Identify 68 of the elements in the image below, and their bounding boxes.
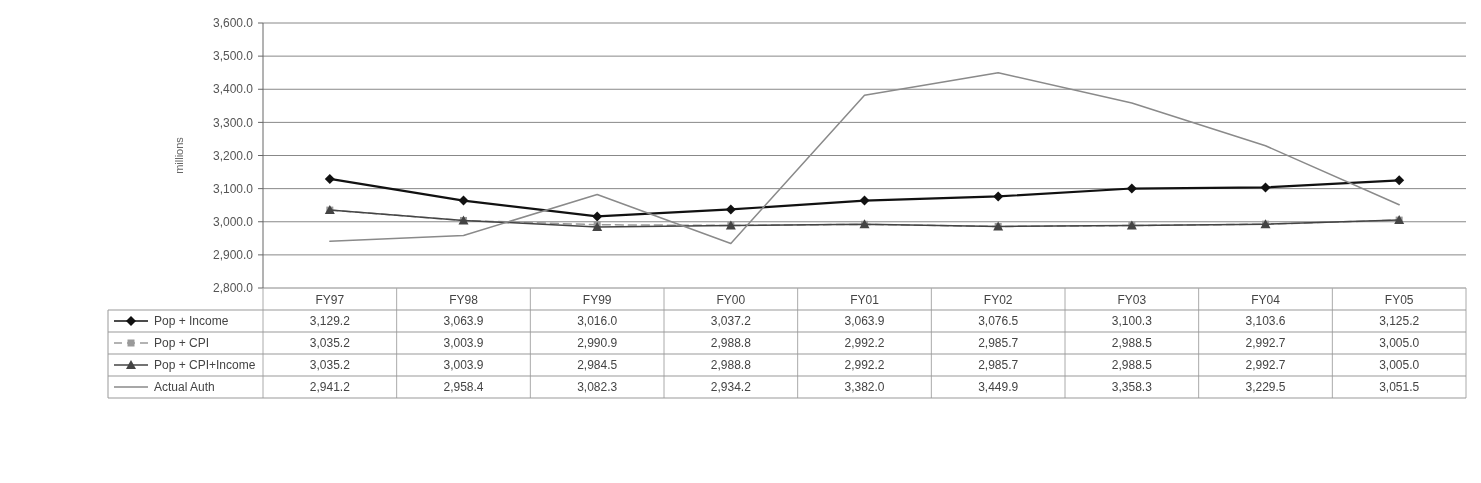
data-label: 3,063.9 <box>844 314 885 329</box>
x-tick-label: FY03 <box>1117 293 1147 308</box>
y-tick-label: 3,300.0 <box>212 115 254 130</box>
point <box>324 173 335 184</box>
data-label: 3,005.0 <box>1379 336 1420 351</box>
point <box>1260 182 1271 193</box>
data-label: 2,992.2 <box>844 358 885 373</box>
legend-label: Pop + Income <box>154 314 229 329</box>
y-tick-label: 3,400.0 <box>212 82 254 97</box>
y-tick-label: 3,100.0 <box>212 181 254 196</box>
data-label: 3,076.5 <box>978 314 1019 329</box>
data-label: 3,103.6 <box>1245 314 1286 329</box>
data-label: 2,984.5 <box>577 358 618 373</box>
y-tick-label: 2,800.0 <box>212 281 254 296</box>
y-tick-label: 3,200.0 <box>212 148 254 163</box>
data-label: 2,990.9 <box>577 336 618 351</box>
data-label: 3,035.2 <box>309 358 351 373</box>
legend-label: Actual Auth <box>154 380 215 395</box>
x-tick-label: FY98 <box>449 293 479 308</box>
data-label: 3,035.2 <box>309 336 351 351</box>
data-label: 3,051.5 <box>1379 380 1420 395</box>
y-tick-label: 3,600.0 <box>212 16 254 31</box>
x-tick-label: FY05 <box>1384 293 1414 308</box>
data-label: 2,988.8 <box>710 358 752 373</box>
y-axis-title: millions <box>173 136 185 174</box>
legend-label: Pop + CPI+Income <box>154 358 256 373</box>
data-label: 2,988.8 <box>710 336 752 351</box>
data-label: 2,941.2 <box>309 380 351 395</box>
data-label: 3,229.5 <box>1245 380 1286 395</box>
data-label: 2,988.5 <box>1111 358 1153 373</box>
point <box>1126 183 1137 194</box>
x-tick-label: FY04 <box>1251 293 1281 308</box>
y-tick-label: 3,000.0 <box>212 214 254 229</box>
point <box>458 195 469 206</box>
x-tick-label: FY00 <box>716 293 746 308</box>
data-label: 3,382.0 <box>844 380 885 395</box>
data-label: 2,992.2 <box>844 336 885 351</box>
x-tick-label: FY02 <box>983 293 1013 308</box>
data-label: 2,992.7 <box>1245 336 1286 351</box>
data-label: 2,958.4 <box>443 380 484 395</box>
point <box>993 191 1004 202</box>
data-label: 2,934.2 <box>710 380 752 395</box>
data-label: 3,003.9 <box>443 336 484 351</box>
x-tick-label: FY01 <box>850 293 880 308</box>
point <box>592 211 603 222</box>
data-label: 3,125.2 <box>1379 314 1420 329</box>
data-label: 3,063.9 <box>443 314 484 329</box>
data-label: 2,985.7 <box>978 336 1019 351</box>
y-tick-label: 2,900.0 <box>212 248 254 263</box>
data-label: 3,037.2 <box>710 314 752 329</box>
data-label: 2,988.5 <box>1111 336 1153 351</box>
data-label: 3,005.0 <box>1379 358 1420 373</box>
point <box>859 195 870 206</box>
data-label: 3,100.3 <box>1111 314 1153 329</box>
data-label: 2,985.7 <box>978 358 1019 373</box>
x-tick-label: FY97 <box>315 293 345 308</box>
y-tick-label: 3,500.0 <box>212 49 254 64</box>
point <box>725 204 736 215</box>
point <box>1394 175 1405 186</box>
data-label: 2,992.7 <box>1245 358 1286 373</box>
data-label: 3,358.3 <box>1111 380 1153 395</box>
x-tick-label: FY99 <box>582 293 612 308</box>
legend-label: Pop + CPI <box>154 336 210 351</box>
data-label: 3,129.2 <box>309 314 351 329</box>
data-label: 3,003.9 <box>443 358 484 373</box>
data-label: 3,082.3 <box>577 380 618 395</box>
data-label: 3,016.0 <box>577 314 618 329</box>
data-label: 3,449.9 <box>978 380 1019 395</box>
